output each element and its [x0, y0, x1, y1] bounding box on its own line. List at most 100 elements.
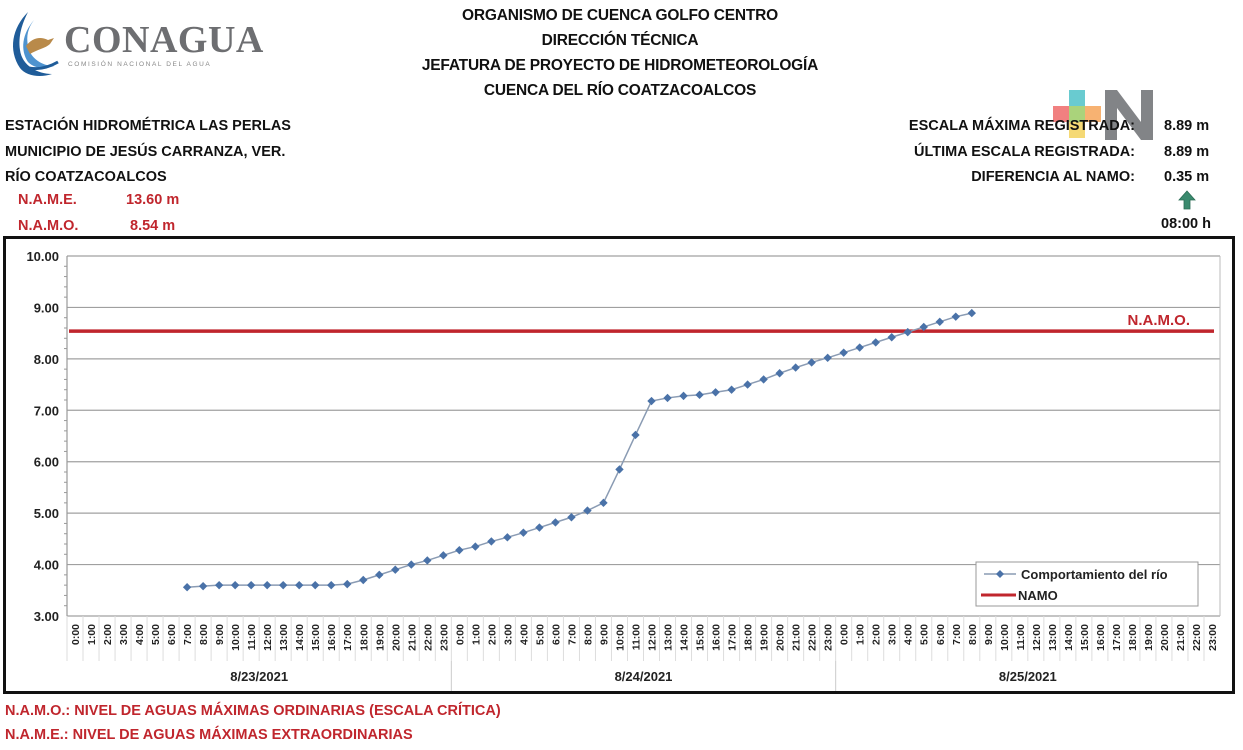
x-hour-label: 13:00 — [278, 624, 290, 651]
y-tick-label: 4.00 — [34, 558, 59, 573]
y-tick-label: 7.00 — [34, 403, 59, 418]
summary-labels: ESCALA MÁXIMA REGISTRADA: ÚLTIMA ESCALA … — [909, 114, 1135, 191]
x-hour-label: 4:00 — [134, 624, 146, 645]
x-hour-label: 13:00 — [663, 624, 675, 651]
data-point — [823, 353, 832, 363]
data-point — [663, 393, 672, 403]
data-point — [695, 390, 704, 400]
header-line-3: JEFATURA DE PROYECTO DE HIDROMETEOROLOGÍ… — [421, 57, 819, 74]
data-point — [599, 498, 608, 508]
y-tick-label: 6.00 — [34, 455, 59, 470]
chart-frame: 3.00 4.00 5.00 6.00 7.00 8.00 9.00 10.00 0:00 1:0… — [3, 236, 1235, 694]
x-hour-label: 6:00 — [935, 624, 947, 645]
x-hour-label: 7:00 — [182, 624, 194, 645]
data-point — [375, 570, 384, 580]
x-hour-label: 22:00 — [422, 624, 434, 651]
data-point — [295, 580, 304, 590]
x-hour-label: 5:00 — [150, 624, 162, 645]
header-line-4: CUENCA DEL RÍO COATZACOALCOS — [483, 82, 757, 99]
data-point — [391, 565, 400, 574]
x-hour-label: 0:00 — [839, 624, 851, 645]
data-point — [903, 327, 912, 337]
data-point — [807, 358, 816, 367]
x-hour-label: 18:00 — [1127, 624, 1139, 651]
x-hour-label: 3:00 — [887, 624, 899, 645]
data-point — [871, 338, 880, 347]
station-municipality: MUNICIPIO DE JESÚS CARRANZA, VER. — [5, 143, 286, 160]
diff-namo-value: 0.35 m — [1164, 169, 1210, 185]
report-header: ORGANISMO DE CUENCA GOLFO CENTRO DIRECCI… — [380, 3, 860, 103]
data-point — [246, 580, 256, 590]
x-hour-label: 17:00 — [342, 624, 354, 651]
data-point — [935, 317, 944, 327]
data-point — [182, 583, 192, 592]
x-hour-label: 0:00 — [70, 624, 82, 645]
x-hour-label: 6:00 — [166, 624, 178, 645]
namo-label: N.A.M.O. — [18, 218, 79, 234]
x-hour-label: 21:00 — [791, 624, 803, 651]
data-point — [967, 308, 976, 318]
x-hour-label: 8:00 — [967, 624, 979, 645]
x-hour-label: 3:00 — [502, 624, 514, 645]
y-tick-label: 3.00 — [34, 609, 59, 624]
reading-time: 08:00 h — [1161, 216, 1211, 232]
x-hour-label: 20:00 — [1159, 624, 1171, 651]
diff-namo-label: DIFERENCIA AL NAMO: — [971, 169, 1135, 185]
data-point — [423, 556, 432, 565]
x-hour-label: 17:00 — [727, 624, 739, 651]
data-point — [407, 560, 416, 569]
name-label: N.A.M.E. — [18, 192, 77, 208]
data-point — [855, 343, 864, 352]
arrow-up-icon — [1178, 190, 1196, 210]
logo-subtitle: COMISIÓN NACIONAL DEL AGUA — [68, 61, 212, 68]
x-hour-label: 22:00 — [1191, 624, 1203, 651]
data-point — [743, 380, 752, 389]
x-hour-label: 5:00 — [534, 624, 546, 645]
station-river: RÍO COATZACOALCOS — [5, 169, 167, 185]
name-value: 13.60 m — [126, 192, 180, 208]
data-point — [487, 537, 496, 546]
data-point — [951, 312, 960, 321]
x-hour-label: 7:00 — [566, 624, 578, 645]
x-hour-label: 10:00 — [614, 624, 626, 651]
conagua-logo: CONAGUA COMISIÓN NACIONAL DEL AGUA — [6, 8, 266, 80]
station-info: ESTACIÓN HIDROMÉTRICA LAS PERLAS MUNICIP… — [5, 114, 291, 191]
river-level-line — [187, 312, 972, 588]
x-hour-label: 8:00 — [582, 624, 594, 645]
x-date-label: 8/23/2021 — [230, 669, 288, 684]
x-hour-label: 3:00 — [118, 624, 130, 645]
data-point — [343, 579, 352, 589]
data-point — [327, 580, 336, 590]
data-point — [615, 465, 624, 474]
y-tick-label: 8.00 — [34, 352, 59, 367]
x-hour-label: 19:00 — [1143, 624, 1155, 651]
x-hour-label: 4:00 — [518, 624, 530, 645]
x-hour-label: 13:00 — [1047, 624, 1059, 651]
data-point — [647, 396, 656, 406]
x-hour-label: 14:00 — [1063, 624, 1075, 651]
x-hour-label: 21:00 — [1175, 624, 1187, 651]
x-hour-label: 4:00 — [903, 624, 915, 645]
namo-annotation: N.A.M.O. — [1128, 312, 1191, 329]
header-line-2: DIRECCIÓN TÉCNICA — [541, 32, 699, 49]
data-point — [535, 523, 544, 532]
x-hour-label: 8:00 — [198, 624, 210, 645]
max-scale-value: 8.89 m — [1164, 118, 1210, 134]
x-hour-label: 19:00 — [374, 624, 386, 651]
y-tick-label: 5.00 — [34, 506, 59, 521]
data-point — [198, 581, 208, 591]
namo-value: 8.54 m — [130, 218, 176, 234]
data-point — [727, 385, 736, 394]
data-point — [775, 369, 784, 378]
x-hour-label: 1:00 — [855, 624, 867, 645]
x-hour-label: 23:00 — [823, 624, 835, 651]
x-hour-label: 9:00 — [598, 624, 610, 645]
x-hour-label: 20:00 — [775, 624, 787, 651]
x-hour-label: 12:00 — [1031, 624, 1043, 651]
header-line-1: ORGANISMO DE CUENCA GOLFO CENTRO — [462, 7, 778, 24]
x-hour-label: 22:00 — [807, 624, 819, 651]
data-point — [230, 580, 240, 590]
x-date-label: 8/25/2021 — [999, 669, 1057, 684]
x-hour-label: 7:00 — [951, 624, 963, 645]
x-hour-label: 11:00 — [246, 624, 258, 650]
